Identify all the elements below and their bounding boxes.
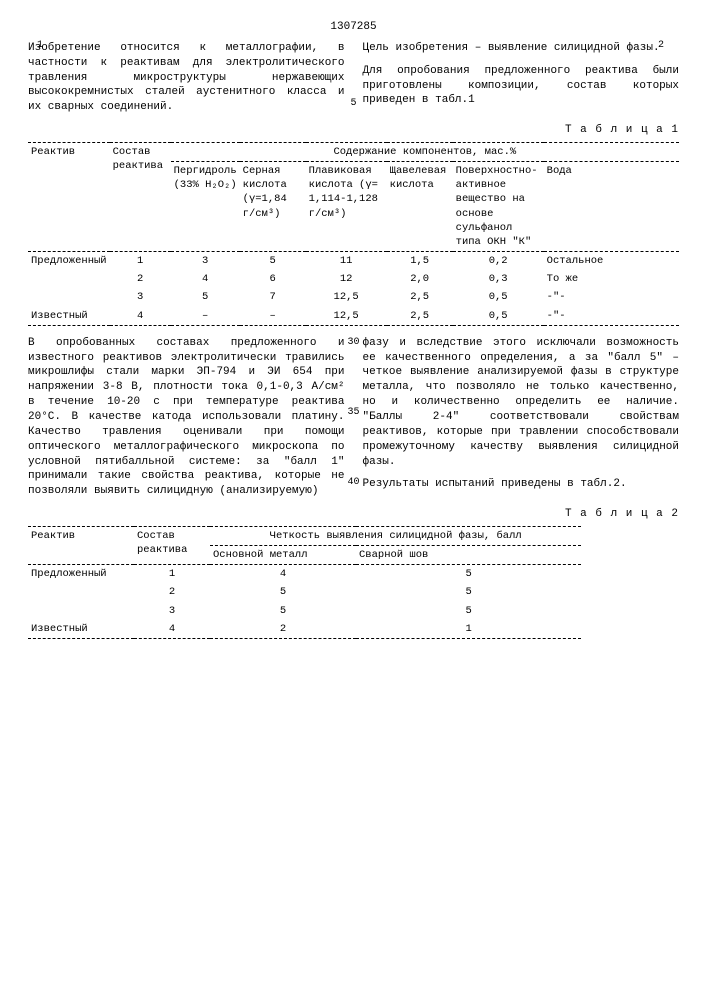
table-1: Реактив Состав реактива Содержание компо…: [28, 142, 679, 326]
t1-c4: Щавелевая кислота: [387, 162, 453, 252]
t1-r1-v1: 5: [240, 252, 306, 271]
col-num-2: 2: [658, 39, 664, 53]
table1-caption: Т а б л и ц а 1: [28, 123, 679, 138]
page-number: 1307285: [28, 20, 679, 35]
t1-r4-v3: 2,5: [387, 307, 453, 326]
t1-r4-v2: 12,5: [306, 307, 387, 326]
t1-h-compos: Состав реактива: [110, 142, 171, 251]
t2-r1-n: 1: [134, 565, 210, 584]
t2-sub1: Основной металл: [210, 546, 356, 565]
t1-r4-v0: –: [171, 307, 240, 326]
mid-left: В опробованных составах предложенного и …: [28, 336, 345, 499]
line-num-30: 30: [347, 336, 359, 350]
t1-r3-v5: -"-: [544, 288, 679, 306]
testing-text: Для опробования предложенного реактива б…: [363, 64, 680, 109]
t1-c3: Плавиковая кислота (γ= 1,114-1,128 г/см³…: [306, 162, 387, 252]
mid-right: фазу и вследствие этого исключали возмож…: [363, 336, 680, 499]
t1-r4-v5: -"-: [544, 307, 679, 326]
t2-sub2: Сварной шов: [356, 546, 581, 565]
t1-r2-v3: 2,0: [387, 270, 453, 288]
t2-r3-v0: 5: [210, 602, 356, 620]
t1-r4-n: 4: [110, 307, 171, 326]
t1-r3-v2: 12,5: [306, 288, 387, 306]
t1-r1-v3: 1,5: [387, 252, 453, 271]
t1-r3-v4: 0,5: [453, 288, 544, 306]
mid-right-2: Результаты испытаний приведены в табл.2.: [363, 477, 680, 492]
t1-h-reagent: Реактив: [28, 142, 110, 251]
col-num-1: 1: [37, 39, 43, 53]
t1-r1-v2: 11: [306, 252, 387, 271]
t2-r4-v1: 1: [356, 620, 581, 639]
t1-r3-n: 3: [110, 288, 171, 306]
intro-left: Изобретение относится к металлографии, в…: [28, 41, 345, 115]
t1-r2-v2: 12: [306, 270, 387, 288]
t1-r2-v4: 0,3: [453, 270, 544, 288]
t2-h-reagent: Реактив: [28, 526, 134, 564]
t2-r4-n: 4: [134, 620, 210, 639]
t1-r3-v1: 7: [240, 288, 306, 306]
t1-r2-v1: 6: [240, 270, 306, 288]
t1-r2-v5: То же: [544, 270, 679, 288]
line-num-35: 35: [347, 406, 359, 420]
t1-h-content: Содержание компонентов, мас.%: [171, 142, 679, 161]
t2-r2-v1: 5: [356, 583, 581, 601]
t1-r3-v3: 2,5: [387, 288, 453, 306]
line-num-5: 5: [350, 97, 356, 111]
table2-caption: Т а б л и ц а 2: [28, 507, 679, 522]
t1-r1-v0: 3: [171, 252, 240, 271]
t2-proposed-label: Предложенный: [28, 565, 134, 620]
t1-known-label: Известный: [28, 307, 110, 326]
t1-r1-n: 1: [110, 252, 171, 271]
t1-c5: Поверхностно-активное вещество на основе…: [453, 162, 544, 252]
t2-r1-v0: 4: [210, 565, 356, 584]
intro-right: Цель изобретения – выявление силицидной …: [363, 41, 680, 115]
t1-r2-v0: 4: [171, 270, 240, 288]
t2-h-compos: Состав реактива: [134, 526, 210, 564]
middle-columns: 30 35 40 В опробованных составах предлож…: [28, 336, 679, 499]
t1-proposed-label: Предложенный: [28, 252, 110, 307]
t2-known-label: Известный: [28, 620, 134, 639]
mid-right-1: фазу и вследствие этого исключали возмож…: [363, 336, 680, 470]
t2-r3-v1: 5: [356, 602, 581, 620]
t1-r4-v4: 0,5: [453, 307, 544, 326]
t2-r2-n: 2: [134, 583, 210, 601]
t1-r4-v1: –: [240, 307, 306, 326]
t2-r3-n: 3: [134, 602, 210, 620]
t1-c2: Серная кислота (γ=1,84 г/см³): [240, 162, 306, 252]
t1-r1-v4: 0,2: [453, 252, 544, 271]
table-2: Реактив Состав реактива Четкость выявлен…: [28, 526, 581, 639]
goal-text: Цель изобретения – выявление силицидной …: [363, 41, 680, 56]
t1-c6: Вода: [544, 162, 679, 252]
t2-r1-v1: 5: [356, 565, 581, 584]
t1-r2-n: 2: [110, 270, 171, 288]
t2-r2-v0: 5: [210, 583, 356, 601]
t1-c1: Пергидроль (33% H₂O₂): [171, 162, 240, 252]
t1-r1-v5: Остальное: [544, 252, 679, 271]
line-num-40: 40: [347, 476, 359, 490]
t2-h-clarity: Четкость выявления силицидной фазы, балл: [210, 526, 581, 545]
t1-r3-v0: 5: [171, 288, 240, 306]
t2-r4-v0: 2: [210, 620, 356, 639]
top-columns: 1 2 5 Изобретение относится к металлогра…: [28, 41, 679, 115]
